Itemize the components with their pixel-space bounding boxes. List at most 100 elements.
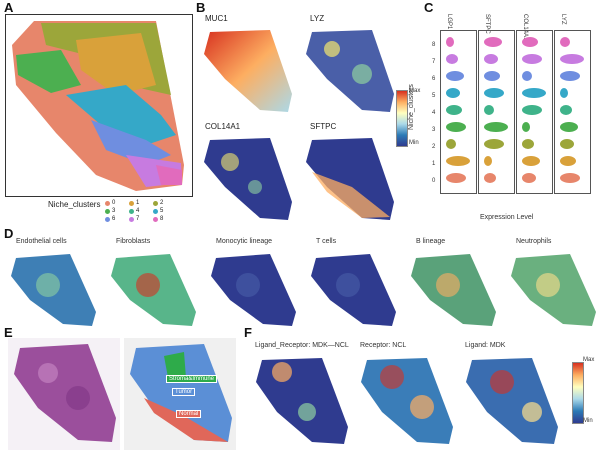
cell-type-spatial-plot bbox=[411, 254, 496, 326]
legend-label: 1 bbox=[136, 200, 140, 206]
legend-swatch bbox=[129, 216, 134, 222]
legend-label: 2 bbox=[160, 200, 164, 206]
panel-f-letter: F bbox=[244, 325, 252, 340]
mdk-spatial-plot bbox=[466, 358, 558, 444]
panel-b-colorbar-min: Min bbox=[409, 140, 419, 146]
region-label-tumor: Tumor bbox=[172, 388, 196, 396]
violin-shape bbox=[484, 71, 500, 81]
legend-label: 8 bbox=[160, 216, 164, 222]
muc1-spatial-plot bbox=[204, 30, 292, 112]
cell-type-title: Fibroblasts bbox=[116, 238, 151, 245]
violin-shape bbox=[484, 88, 504, 98]
legend-label: 6 bbox=[112, 216, 116, 222]
violin-shape bbox=[446, 54, 458, 64]
cell-type-spatial-plot bbox=[511, 254, 596, 326]
legend-item-cluster-0: 0 bbox=[105, 200, 115, 206]
cluster-row-label: 3 bbox=[432, 127, 436, 133]
gene-title-lyz: LYZ bbox=[310, 14, 325, 23]
violin-shape bbox=[446, 88, 460, 98]
panel-a-tissue-plot bbox=[12, 21, 184, 191]
panel-c-x-label: Expression Level bbox=[480, 214, 534, 221]
legend-swatch bbox=[129, 208, 134, 214]
mdk-ncl-spatial-plot bbox=[256, 358, 348, 444]
cell-type-spatial-plot bbox=[11, 254, 96, 326]
violin-column bbox=[440, 30, 477, 194]
cell-type-spatial-plot bbox=[111, 254, 196, 326]
violin-shape bbox=[560, 105, 572, 115]
violin-gene-title: LGP1 bbox=[446, 14, 452, 30]
panel-f-title-2: Receptor: NCL bbox=[360, 342, 407, 349]
violin-gene-title: LYZ bbox=[560, 14, 566, 25]
violin-shape bbox=[560, 54, 584, 64]
legend-swatch bbox=[153, 216, 158, 222]
violin-column-frame bbox=[516, 30, 553, 194]
cluster-row-label: 0 bbox=[432, 178, 436, 184]
panel-d-letter: D bbox=[4, 226, 14, 241]
ncl-spatial-plot bbox=[361, 358, 453, 444]
violin-shape bbox=[446, 71, 464, 81]
legend-swatch bbox=[153, 208, 158, 214]
panel-b-letter: B bbox=[196, 0, 206, 15]
legend-item-cluster-6: 6 bbox=[105, 216, 115, 222]
legend-item-cluster-5: 5 bbox=[153, 208, 163, 214]
region-label-stroma-immune: Stroma&Immune bbox=[166, 375, 218, 383]
cluster-row-label: 2 bbox=[432, 144, 436, 150]
violin-shape bbox=[560, 88, 568, 98]
violin-shape bbox=[560, 173, 580, 183]
legend-swatch bbox=[105, 200, 110, 206]
violin-shape bbox=[484, 122, 508, 132]
violin-shape bbox=[522, 71, 532, 81]
legend-label: 5 bbox=[160, 208, 164, 214]
panel-f-colorbar-max: Max bbox=[583, 357, 595, 363]
violin-shape bbox=[446, 139, 456, 149]
sftpc-spatial-plot bbox=[306, 138, 394, 220]
panel-c-letter: C bbox=[424, 0, 434, 15]
violin-shape bbox=[522, 173, 536, 183]
legend-item-cluster-7: 7 bbox=[129, 216, 139, 222]
he-stained-tissue bbox=[14, 344, 116, 442]
cluster-row-label: 8 bbox=[432, 42, 436, 48]
violin-shape bbox=[446, 156, 470, 166]
legend-label: 4 bbox=[136, 208, 140, 214]
violin-column bbox=[478, 30, 515, 194]
violin-shape bbox=[560, 156, 576, 166]
violin-shape bbox=[484, 54, 498, 64]
violin-shape bbox=[522, 54, 542, 64]
violin-shape bbox=[522, 37, 538, 47]
violin-shape bbox=[484, 105, 494, 115]
violin-shape bbox=[484, 139, 504, 149]
violin-shape bbox=[522, 122, 530, 132]
he-image-frame bbox=[8, 338, 120, 450]
col14a1-spatial-plot bbox=[204, 138, 292, 220]
violin-column bbox=[516, 30, 553, 194]
violin-shape bbox=[446, 122, 466, 132]
cluster-row-label: 5 bbox=[432, 93, 436, 99]
gene-title-sftpc: SFTPC bbox=[310, 122, 337, 131]
violin-shape bbox=[446, 37, 454, 47]
violin-shape bbox=[522, 105, 542, 115]
violin-shape bbox=[560, 71, 580, 81]
legend-item-cluster-8: 8 bbox=[153, 216, 163, 222]
cell-type-title: Endothelial cells bbox=[16, 238, 67, 245]
cell-type-spatial-plot bbox=[311, 254, 396, 326]
violin-shape bbox=[560, 122, 578, 132]
lyz-spatial-plot bbox=[306, 30, 394, 112]
legend-swatch bbox=[153, 200, 158, 206]
gene-title-col14a1: COL14A1 bbox=[205, 122, 241, 131]
violin-shape bbox=[560, 139, 574, 149]
region-label-normal: Normal bbox=[176, 410, 202, 418]
panel-a-legend-title: Niche_clusters bbox=[48, 200, 101, 209]
violin-shape bbox=[560, 37, 570, 47]
violin-column bbox=[554, 30, 591, 194]
legend-swatch bbox=[105, 216, 110, 222]
cluster-row-label: 6 bbox=[432, 76, 436, 82]
violin-shape bbox=[484, 173, 496, 183]
panel-f-title-1: Ligand_Receptor: MDK—NCL bbox=[255, 342, 349, 349]
panel-e-letter: E bbox=[4, 325, 13, 340]
panel-f-colorbar-min: Min bbox=[583, 418, 593, 424]
legend-label: 7 bbox=[136, 216, 140, 222]
cell-type-title: Monocytic lineage bbox=[216, 238, 273, 245]
panel-a-letter: A bbox=[4, 0, 14, 15]
cell-type-title: T cells bbox=[316, 238, 337, 245]
legend-item-cluster-2: 2 bbox=[153, 200, 163, 206]
